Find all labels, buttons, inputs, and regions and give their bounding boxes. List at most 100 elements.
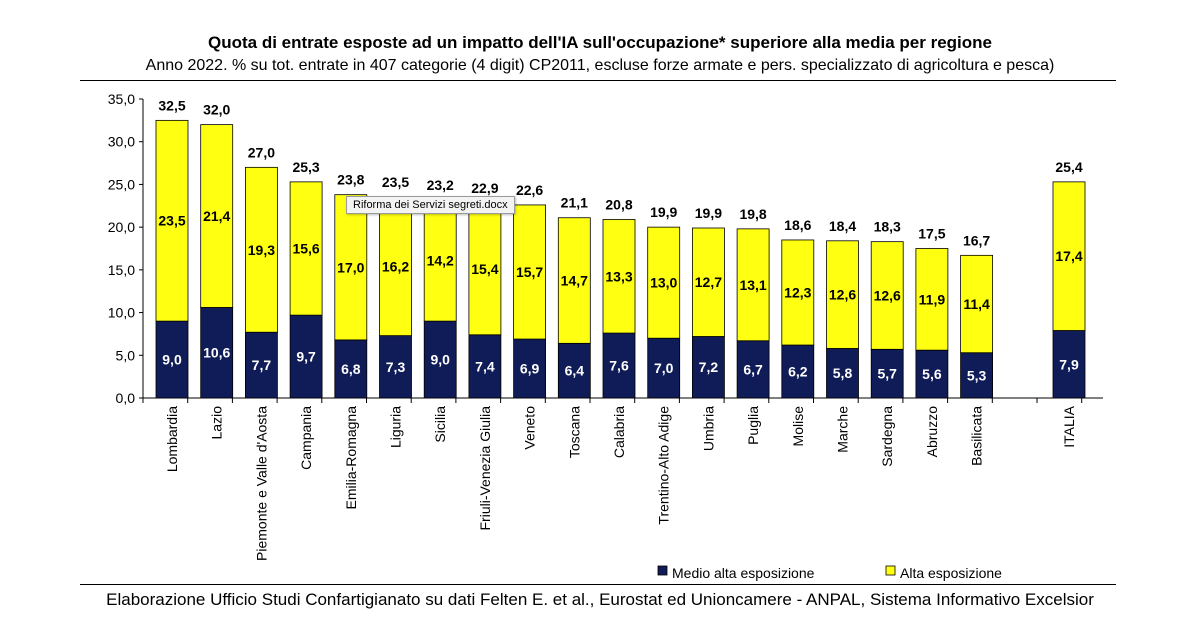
data-label-alta: 12,6 — [874, 287, 901, 303]
data-label-medio: 9,7 — [296, 349, 316, 365]
x-tick-label: Puglia — [745, 406, 761, 445]
bar-alta-esposizione — [1052, 181, 1086, 331]
data-label-total: 22,6 — [516, 182, 543, 198]
data-label-medio: 6,7 — [743, 361, 763, 377]
data-label-total: 25,4 — [1055, 159, 1082, 175]
x-tick-label: Veneto — [522, 406, 538, 450]
data-label-total: 25,3 — [292, 159, 319, 175]
bar-alta-esposizione — [647, 226, 681, 339]
data-label-alta: 13,3 — [605, 268, 632, 284]
data-label-alta: 21,4 — [203, 208, 230, 224]
data-label-total: 21,1 — [561, 195, 588, 211]
y-tick-label: 0,0 — [116, 390, 136, 406]
bar-medio-alta-esposizione — [200, 307, 234, 399]
bar-alta-esposizione — [200, 124, 234, 308]
bar-alta-esposizione — [781, 239, 815, 346]
bar-medio-alta-esposizione — [468, 334, 502, 399]
x-tick-label: Sardegna — [879, 406, 895, 467]
bar-alta-esposizione — [692, 227, 725, 337]
data-label-total: 18,6 — [784, 217, 811, 233]
bar-alta-esposizione — [602, 219, 636, 334]
data-label-medio: 5,7 — [877, 366, 897, 382]
data-label-alta: 17,4 — [1055, 248, 1082, 264]
bar-medio-alta-esposizione — [870, 348, 904, 399]
source-note: Elaborazione Ufficio Studi Confartigiana… — [106, 590, 1094, 609]
data-label-alta: 12,3 — [784, 284, 811, 300]
bar-alta-esposizione — [379, 196, 412, 337]
data-label-medio: 9,0 — [430, 352, 450, 368]
data-label-medio: 9,0 — [162, 352, 182, 368]
x-tick-label: Umbria — [700, 406, 716, 451]
bar-medio-alta-esposizione — [244, 331, 278, 399]
x-tick-label: Emilia-Romagna — [343, 406, 359, 510]
data-label-total: 18,3 — [874, 219, 901, 235]
bar-medio-alta-esposizione — [736, 340, 770, 399]
data-label-total: 19,8 — [739, 206, 766, 222]
data-label-medio: 5,3 — [967, 367, 987, 383]
bar-alta-esposizione — [289, 181, 323, 316]
data-label-medio: 6,2 — [788, 364, 808, 380]
data-label-total: 22,9 — [471, 180, 498, 196]
data-label-alta: 12,6 — [829, 287, 856, 303]
data-label-alta: 11,4 — [963, 296, 990, 312]
data-label-medio: 7,2 — [699, 359, 719, 375]
y-tick-label: 25,0 — [108, 176, 135, 192]
data-label-alta: 14,7 — [561, 273, 588, 289]
data-label-total: 20,8 — [605, 196, 632, 212]
bar-medio-alta-esposizione — [423, 320, 457, 399]
data-label-total: 16,7 — [963, 232, 990, 248]
bar-medio-alta-esposizione — [602, 332, 636, 399]
data-label-medio: 5,8 — [833, 365, 853, 381]
data-label-total: 23,5 — [382, 174, 409, 190]
bar-medio-alta-esposizione — [826, 348, 859, 399]
x-tick-label: Piemonte e Valle d'Aosta — [253, 406, 269, 561]
data-label-total: 18,4 — [829, 218, 856, 234]
data-label-alta: 12,7 — [695, 274, 722, 290]
x-tick-label: Molise — [790, 406, 806, 447]
data-label-medio: 6,9 — [520, 361, 540, 377]
title-rule — [80, 80, 1116, 81]
data-label-alta: 16,2 — [382, 258, 409, 274]
data-label-alta: 13,1 — [739, 277, 766, 293]
data-label-medio: 10,6 — [203, 345, 230, 361]
chart-subtitle: Anno 2022. % su tot. entrate in 407 cate… — [145, 57, 1055, 74]
bar-medio-alta-esposizione — [647, 337, 681, 399]
x-tick-label: Marche — [835, 406, 851, 453]
bar-alta-esposizione — [915, 248, 949, 351]
bar-medio-alta-esposizione — [1052, 330, 1086, 399]
data-label-total: 23,2 — [427, 177, 454, 193]
data-label-medio: 7,3 — [386, 359, 406, 375]
bar-alta-esposizione — [960, 254, 993, 354]
data-label-medio: 6,4 — [565, 363, 585, 379]
bar-alta-esposizione — [736, 228, 770, 342]
chart-title: Quota di entrate esposte ad un impatto d… — [208, 33, 992, 52]
bar-alta-esposizione — [870, 241, 904, 350]
data-label-alta: 17,0 — [337, 259, 364, 275]
bar-alta-esposizione — [334, 194, 368, 341]
y-tick-label: 10,0 — [108, 305, 135, 321]
x-tick-label: Campania — [298, 406, 314, 470]
x-tick-label: Sicilia — [432, 406, 448, 443]
data-label-medio: 7,9 — [1059, 356, 1079, 372]
bar-medio-alta-esposizione — [557, 342, 591, 399]
data-label-total: 27,0 — [248, 144, 275, 160]
data-label-total: 19,9 — [695, 205, 722, 221]
legend-label: Alta esposizione — [900, 565, 1002, 581]
bar-alta-esposizione — [244, 166, 278, 333]
data-label-total: 32,5 — [158, 97, 185, 113]
data-label-alta: 15,6 — [292, 241, 319, 257]
data-label-total: 19,9 — [650, 204, 677, 220]
data-label-alta: 14,2 — [427, 252, 454, 268]
data-label-medio: 7,4 — [475, 358, 495, 374]
x-tick-label: Lombardia — [164, 406, 180, 472]
data-label-medio: 7,7 — [252, 357, 272, 373]
x-tick-label: Abruzzo — [924, 406, 940, 458]
y-tick-label: 35,0 — [108, 91, 135, 107]
legend-swatch — [885, 565, 896, 576]
y-tick-label: 20,0 — [108, 219, 135, 235]
legend-label: Medio alta esposizione — [672, 565, 815, 581]
legend-swatch — [657, 565, 668, 576]
data-label-alta: 11,9 — [919, 291, 946, 307]
data-label-medio: 7,6 — [609, 358, 629, 374]
x-tick-label: Toscana — [566, 406, 582, 458]
